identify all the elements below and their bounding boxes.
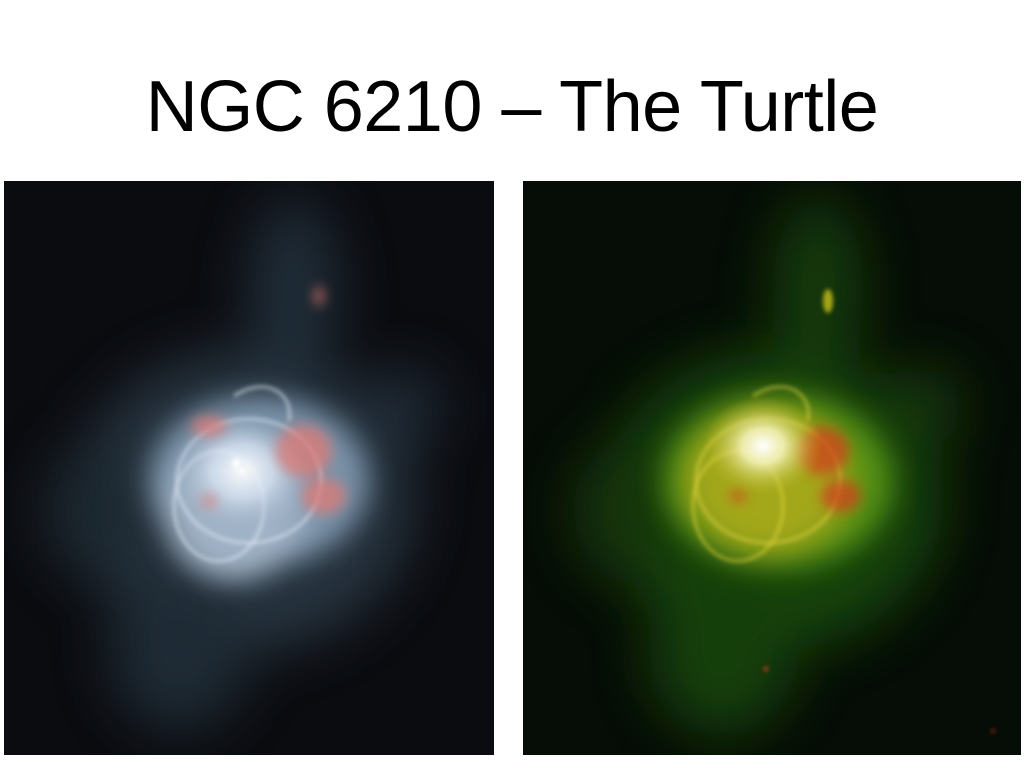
nebula-image-right: [523, 181, 1021, 755]
nebula-photo-blue: [4, 181, 494, 755]
nebula-image-left: [4, 181, 494, 755]
nebula-photo-green: [523, 181, 1021, 755]
slide-title: NGC 6210 – The Turtle: [145, 67, 879, 147]
